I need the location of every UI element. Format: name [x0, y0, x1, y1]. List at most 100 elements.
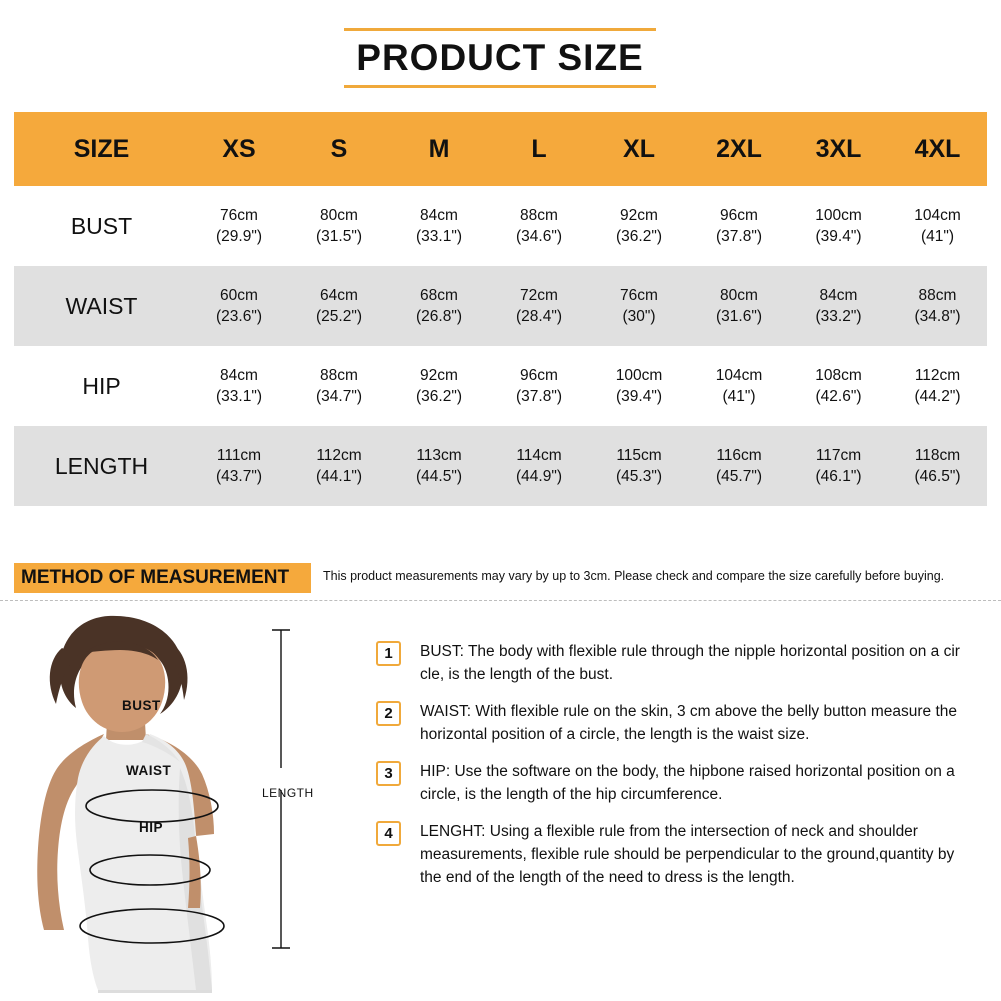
cell-inch: (31.6")	[716, 308, 762, 325]
cell-inch: (43.7")	[216, 468, 262, 485]
page-title: PRODUCT SIZE	[356, 37, 644, 78]
cell-inch: (34.6")	[516, 228, 562, 245]
title-rule-top	[344, 28, 656, 31]
cell-cm: 100cm	[815, 207, 862, 224]
cell-hip-3xl: 108cm (42.6")	[789, 346, 888, 426]
header-cell-2xl: 2XL	[716, 134, 762, 163]
cell-cm: 116cm	[716, 447, 762, 464]
cell-cm: 104cm	[914, 207, 961, 224]
header-cell-m: M	[428, 134, 450, 163]
cell-cm: 96cm	[520, 367, 558, 384]
cell-cm: 68cm	[420, 287, 458, 304]
cell-cm: 60cm	[220, 287, 258, 304]
cell-waist-xs: 60cm (23.6")	[189, 266, 289, 346]
cell-inch: (30")	[622, 308, 656, 325]
cell-inch: (33.1")	[416, 228, 462, 245]
method-of-measurement-band: METHOD OF MEASUREMENT This product measu…	[14, 563, 987, 593]
cell-inch: (44.2")	[914, 388, 961, 405]
cell-waist-4xl: 88cm (34.8")	[888, 266, 987, 346]
cell-cm: 80cm	[320, 207, 358, 224]
cell-bust-xs: 76cm (29.9")	[189, 186, 289, 266]
cell-inch: (46.5")	[914, 468, 961, 485]
cell-cm: 113cm	[416, 447, 462, 464]
cell-inch: (28.4")	[516, 308, 562, 325]
cell-waist-s: 64cm (25.2")	[289, 266, 389, 346]
cell-inch: (37.8")	[516, 388, 562, 405]
title-rule-bottom	[344, 85, 656, 88]
cell-cm: 114cm	[516, 447, 562, 464]
figure-label-hip: HIP	[139, 820, 164, 835]
cell-cm: 108cm	[815, 367, 862, 384]
instruction-text-waist: WAIST: With flexible rule on the skin, 3…	[420, 703, 958, 743]
header-cell-4xl: 4XL	[914, 134, 961, 163]
cell-cm: 84cm	[420, 207, 458, 224]
cell-inch: (44.1")	[316, 468, 362, 485]
table-row: HIP 84cm (33.1") 88cm (34.7") 92cm (36.2") …	[14, 346, 987, 426]
cell-inch: (29.9")	[216, 228, 262, 245]
cell-waist-2xl: 80cm (31.6")	[689, 266, 789, 346]
cell-length-2xl: 116cm (45.7")	[689, 426, 789, 506]
cell-cm: 88cm	[320, 367, 358, 384]
cell-hip-l: 96cm (37.8")	[489, 346, 589, 426]
cell-inch: (37.8")	[716, 228, 762, 245]
cell-cm: 84cm	[819, 287, 858, 304]
instruction-number-3: 3	[376, 761, 401, 786]
cell-bust-m: 84cm (33.1")	[389, 186, 489, 266]
table-row: LENGTH 111cm (43.7") 112cm (44.1") 113cm (4…	[14, 426, 987, 506]
cell-bust-3xl: 100cm (39.4")	[789, 186, 888, 266]
table-row: WAIST 60cm (23.6") 64cm (25.2") 68cm (26.8"…	[14, 266, 987, 346]
header-cell-xl: XL	[623, 134, 655, 163]
size-table: SIZE XS S M L XL 2XL 3XL 4XL BUST 76cm (2…	[14, 112, 987, 506]
cell-inch: (36.2")	[416, 388, 462, 405]
header-cell-3xl: 3XL	[815, 134, 862, 163]
table-header-row: SIZE XS S M L XL 2XL 3XL 4XL	[14, 112, 987, 186]
cell-hip-xl: 100cm (39.4")	[589, 346, 689, 426]
cell-inch: (41")	[722, 388, 756, 405]
cell-cm: 88cm	[520, 207, 558, 224]
cell-inch: (42.6")	[815, 388, 862, 405]
cell-inch: (31.5")	[316, 228, 362, 245]
cell-inch: (44.5")	[416, 468, 462, 485]
instruction-item: 1 BUST: The body with flexible rule thro…	[376, 640, 976, 686]
cell-inch: (46.1")	[815, 468, 862, 485]
method-badge-label: METHOD OF MEASUREMENT	[21, 567, 290, 588]
measurement-instructions: 1 BUST: The body with flexible rule thro…	[376, 640, 976, 903]
row-label-hip: HIP	[82, 372, 121, 399]
cell-inch: (44.9")	[516, 468, 562, 485]
cell-cm: 111cm	[216, 447, 262, 464]
cell-bust-4xl: 104cm (41")	[888, 186, 987, 266]
cell-waist-m: 68cm (26.8")	[389, 266, 489, 346]
instruction-number-1: 1	[376, 641, 401, 666]
cell-cm: 118cm	[914, 447, 961, 464]
cell-bust-s: 80cm (31.5")	[289, 186, 389, 266]
header-cell-s: S	[330, 134, 348, 163]
instruction-number-4: 4	[376, 821, 401, 846]
instruction-item: 3 HIP: Use the software on the body, the…	[376, 760, 976, 806]
cell-inch: (39.4")	[815, 228, 862, 245]
cell-cm: 92cm	[420, 367, 458, 384]
cell-cm: 104cm	[715, 367, 763, 384]
cell-cm: 80cm	[720, 287, 758, 304]
cell-hip-4xl: 112cm (44.2")	[888, 346, 987, 426]
cell-bust-2xl: 96cm (37.8")	[689, 186, 789, 266]
cell-waist-3xl: 84cm (33.2")	[789, 266, 888, 346]
cell-length-s: 112cm (44.1")	[289, 426, 389, 506]
cell-cm: 72cm	[520, 287, 558, 304]
cell-inch: (45.3")	[616, 468, 662, 485]
cell-inch: (33.1")	[216, 388, 262, 405]
cell-cm: 100cm	[615, 367, 663, 384]
cell-inch: (26.8")	[416, 308, 462, 325]
instruction-text-hip: HIP: Use the software on the body, the h…	[420, 763, 955, 803]
cell-waist-l: 72cm (28.4")	[489, 266, 589, 346]
figure-label-waist: WAIST	[126, 763, 172, 778]
cell-cm: 96cm	[720, 207, 758, 224]
cell-waist-xl: 76cm (30")	[589, 266, 689, 346]
cell-length-xs: 111cm (43.7")	[189, 426, 289, 506]
method-badge: METHOD OF MEASUREMENT	[14, 563, 311, 593]
cell-cm: 112cm	[316, 447, 362, 464]
instruction-item: 2 WAIST: With flexible rule on the skin,…	[376, 700, 976, 746]
cell-cm: 115cm	[616, 447, 662, 464]
header-cell-xs: XS	[222, 134, 256, 163]
cell-inch: (45.7")	[716, 468, 762, 485]
